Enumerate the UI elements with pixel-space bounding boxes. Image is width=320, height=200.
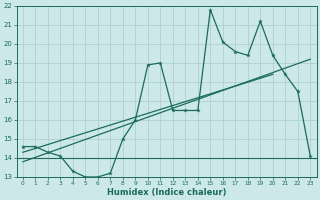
X-axis label: Humidex (Indice chaleur): Humidex (Indice chaleur) bbox=[107, 188, 226, 197]
